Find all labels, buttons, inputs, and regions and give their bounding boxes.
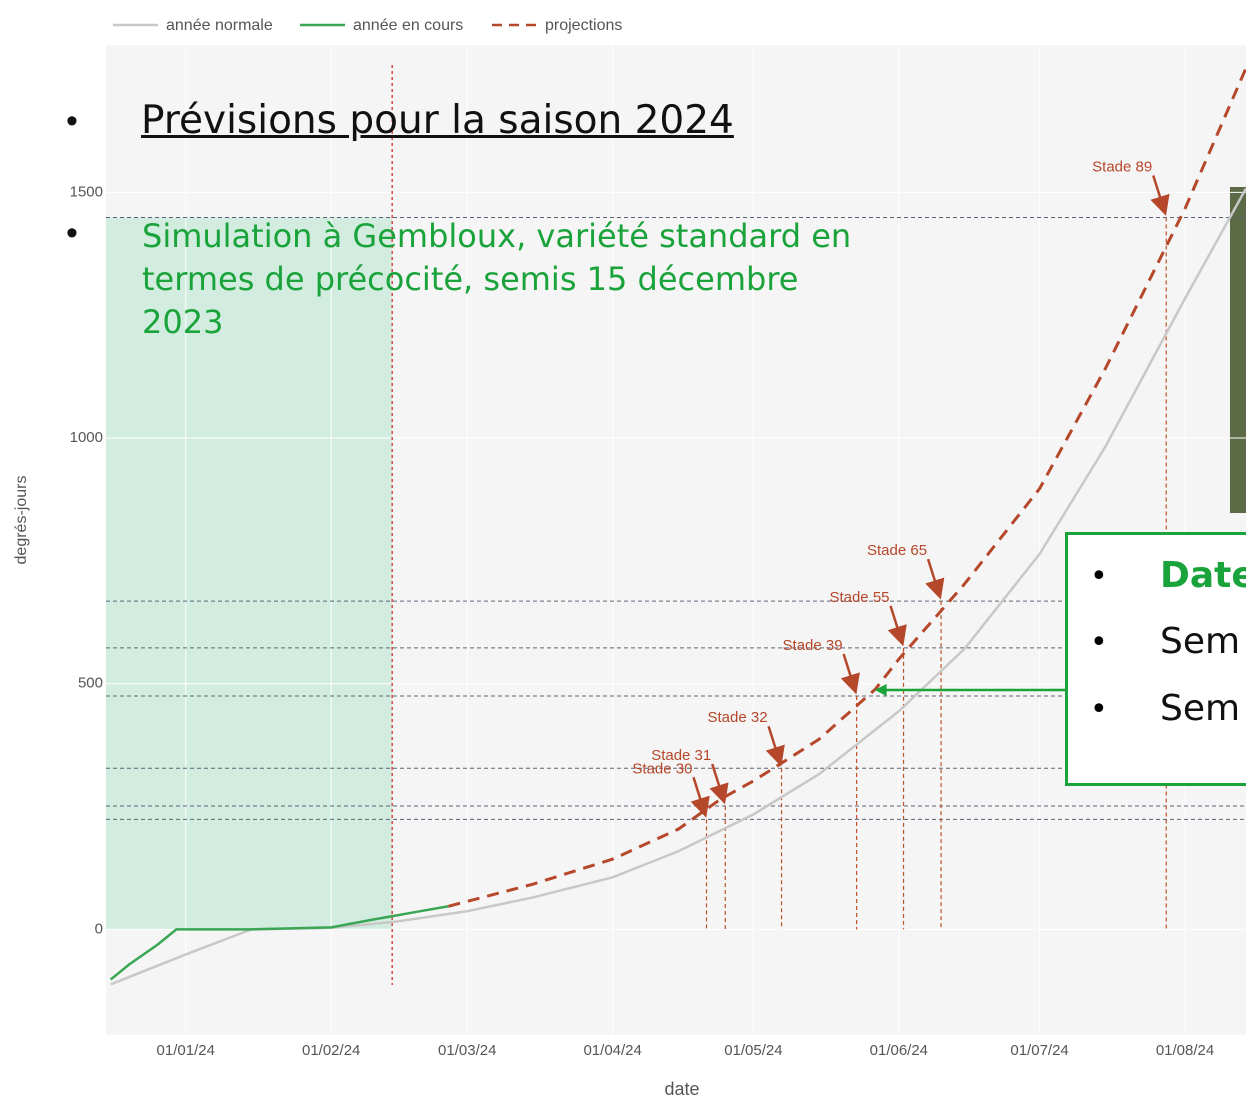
bullet-dot: • xyxy=(1090,625,1108,660)
stade-label: Stade 39 xyxy=(783,637,843,654)
stade-arrow xyxy=(840,653,860,695)
stade-arrow xyxy=(765,725,785,767)
x-tick-label: 01/07/24 xyxy=(1010,1042,1068,1059)
stade-label: Stade 31 xyxy=(651,747,711,764)
x-tick-label: 01/08/24 xyxy=(1156,1042,1214,1059)
stade-label: Stade 65 xyxy=(867,542,927,559)
stade-arrow xyxy=(690,776,710,818)
bullet-dot: • xyxy=(66,214,78,252)
x-axis-label: date xyxy=(664,1079,699,1099)
box-item: Sem xyxy=(1160,621,1241,662)
y-tick-label: 1000 xyxy=(70,429,103,446)
legend-label: projections xyxy=(545,17,622,34)
stade-arrow xyxy=(709,763,729,805)
past-period xyxy=(106,217,393,930)
stade-label: Stade 89 xyxy=(1092,158,1152,175)
stade-label: Stade 55 xyxy=(829,589,889,606)
photo xyxy=(1230,187,1246,513)
x-tick-label: 01/06/24 xyxy=(870,1042,928,1059)
y-axis-label: degrés-jours xyxy=(13,476,30,565)
info-box: • Date • Sem • Sem xyxy=(1065,532,1246,786)
bullet-dot: • xyxy=(66,102,78,140)
y-tick-label: 1500 xyxy=(70,183,103,200)
series-line xyxy=(448,67,1246,908)
x-tick-label: 01/05/24 xyxy=(724,1042,782,1059)
box-arrowhead xyxy=(874,684,887,696)
stade-label: Stade 30 xyxy=(632,760,692,777)
slide-bullet: Simulation à Gembloux, variété standard … xyxy=(142,217,852,341)
slide-title: Prévisions pour la saison 2024 xyxy=(141,98,734,143)
bullet-dot: • xyxy=(1090,692,1108,727)
x-tick-label: 01/02/24 xyxy=(302,1042,360,1059)
x-tick-label: 01/03/24 xyxy=(438,1042,496,1059)
y-tick-label: 500 xyxy=(78,675,103,692)
stade-arrow xyxy=(887,605,907,647)
bullet-dot: • xyxy=(1090,559,1108,594)
series-line xyxy=(109,905,449,981)
stade-arrow xyxy=(925,558,945,600)
stade-label: Stade 32 xyxy=(707,709,767,726)
x-tick-label: 01/01/24 xyxy=(157,1042,215,1059)
legend-label: année en cours xyxy=(353,17,463,34)
stade-arrow xyxy=(1150,175,1170,216)
x-tick-label: 01/04/24 xyxy=(583,1042,641,1059)
y-tick-label: 0 xyxy=(95,920,103,937)
box-item: Date xyxy=(1160,555,1246,596)
legend-background xyxy=(106,0,640,45)
box-item: Sem xyxy=(1160,688,1241,729)
legend-label: année normale xyxy=(166,17,273,34)
